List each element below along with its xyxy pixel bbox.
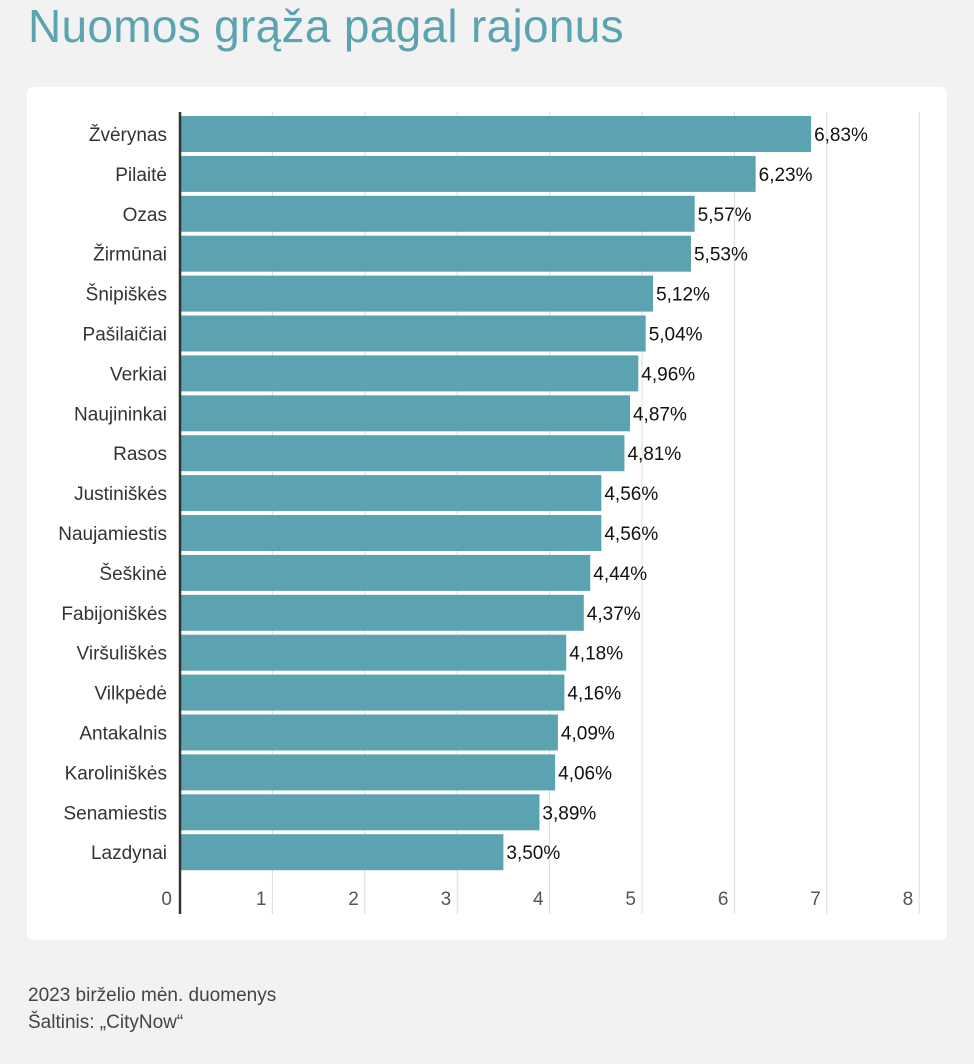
bar — [180, 195, 695, 232]
bar-chart: Žvėrynas Pilaitė Ozas Žirmūnai Šnipiškės Paši… — [58, 112, 920, 914]
chart-card: Žvėrynas Pilaitė Ozas Žirmūnai Šnipiškės Paši… — [27, 87, 947, 940]
value-label: 4,06% — [558, 763, 612, 784]
category-label: Verkiai — [110, 364, 167, 385]
category-label: Žirmūnai — [93, 244, 167, 266]
bar — [180, 235, 691, 272]
bar — [180, 554, 591, 591]
value-label: 4,09% — [561, 724, 615, 745]
source-note: Šaltinis: „CityNow“ — [28, 1012, 184, 1033]
value-label: 5,53% — [694, 245, 748, 266]
x-tick-label: 1 — [256, 889, 267, 910]
x-tick-label: 6 — [718, 889, 729, 910]
bar — [180, 475, 602, 512]
category-label: Šnipiškės — [86, 284, 167, 306]
value-label: 4,16% — [567, 684, 621, 705]
x-tick-label: 0 — [161, 889, 172, 910]
category-label: Karoliniškės — [65, 763, 167, 784]
gridlines — [271, 112, 920, 914]
x-tick-label: 3 — [441, 889, 452, 910]
category-label: Lazdynai — [91, 843, 167, 864]
footer: 2023 birželio mėn. duomenys Šaltinis: „C… — [28, 982, 276, 1036]
category-label: Pašilaičiai — [83, 325, 167, 346]
category-label: Ozas — [123, 205, 167, 226]
value-label: 3,89% — [542, 803, 596, 824]
value-label: 4,56% — [604, 484, 658, 505]
category-labels: Žvėrynas Pilaitė Ozas Žirmūnai Šnipiškės Paši… — [58, 124, 167, 864]
value-label: 4,81% — [627, 444, 681, 465]
x-tick-label: 7 — [810, 889, 821, 910]
x-tick-label: 5 — [625, 889, 636, 910]
bar — [180, 754, 556, 791]
bar — [180, 834, 504, 871]
category-label: Žvėrynas — [89, 124, 167, 146]
value-label: 5,57% — [698, 205, 752, 226]
bar — [180, 794, 540, 831]
x-tick-label: 2 — [348, 889, 359, 910]
data-note: 2023 birželio mėn. duomenys — [28, 985, 277, 1006]
value-label: 5,04% — [649, 325, 703, 346]
value-label: 4,37% — [587, 604, 641, 625]
bar — [180, 275, 654, 312]
value-label: 4,96% — [641, 364, 695, 385]
bar — [180, 315, 646, 352]
value-label: 4,87% — [633, 404, 687, 425]
bar — [180, 435, 625, 472]
category-label: Pilaitė — [115, 165, 167, 186]
category-label: Justiniškės — [74, 484, 167, 505]
value-label: 4,44% — [593, 564, 647, 585]
bar — [180, 594, 584, 631]
value-label: 3,50% — [506, 843, 560, 864]
category-label: Šeškinė — [99, 563, 167, 585]
category-label: Viršuliškės — [77, 644, 167, 665]
category-label: Vilkpėdė — [94, 684, 167, 705]
value-label: 4,18% — [569, 644, 623, 665]
bar — [180, 674, 565, 711]
bar — [180, 116, 812, 152]
value-label: 6,23% — [759, 165, 813, 186]
bar — [180, 395, 630, 432]
value-label: 6,83% — [814, 125, 868, 146]
x-tick-label: 8 — [903, 889, 914, 910]
value-label: 4,56% — [604, 524, 658, 545]
value-label: 5,12% — [656, 285, 710, 306]
chart-title: Nuomos grąža pagal rajonus — [28, 0, 624, 52]
bar — [180, 355, 639, 392]
bar — [180, 515, 602, 551]
bar — [180, 155, 756, 192]
value-labels: 6,83%6,23% 5,57% 5,53% 5,12% 5,04% 4,96% 4,87%… — [506, 125, 868, 864]
x-axis-ticks: 0 1 2 3 4 5 6 7 8 — [161, 889, 913, 910]
bars — [180, 116, 812, 871]
category-label: Naujamiestis — [58, 524, 167, 545]
category-label: Senamiestis — [64, 803, 168, 824]
category-label: Antakalnis — [79, 724, 167, 745]
bar — [180, 714, 558, 751]
bar — [180, 634, 567, 671]
category-label: Naujininkai — [74, 404, 167, 425]
category-label: Fabijoniškės — [61, 604, 167, 625]
x-tick-label: 4 — [533, 889, 544, 910]
category-label: Rasos — [113, 444, 167, 465]
